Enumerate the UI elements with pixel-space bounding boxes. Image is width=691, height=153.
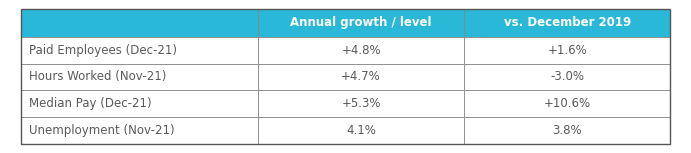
Bar [258,90,464,117]
Text: 3.8%: 3.8% [553,124,582,137]
Text: +5.3%: +5.3% [341,97,381,110]
Text: Unemployment (Nov-21): Unemployment (Nov-21) [29,124,175,137]
Bar [464,63,670,90]
Bar [464,117,670,144]
Text: +4.7%: +4.7% [341,70,381,83]
Bar [464,9,670,37]
Bar [21,90,258,117]
Bar [464,90,670,117]
Bar [21,117,258,144]
Text: -3.0%: -3.0% [550,70,585,83]
Bar [21,63,258,90]
Bar [21,37,258,63]
Text: Median Pay (Dec-21): Median Pay (Dec-21) [29,97,151,110]
Text: Hours Worked (Nov-21): Hours Worked (Nov-21) [29,70,167,83]
Bar [464,37,670,63]
Text: vs. December 2019: vs. December 2019 [504,17,631,30]
Bar [21,9,670,144]
Text: Paid Employees (Dec-21): Paid Employees (Dec-21) [29,44,177,57]
Bar [258,9,464,37]
Bar [258,37,464,63]
Text: +10.6%: +10.6% [544,97,591,110]
Text: +1.6%: +1.6% [547,44,587,57]
Text: Annual growth / level: Annual growth / level [290,17,432,30]
Text: +4.8%: +4.8% [341,44,381,57]
Bar [258,63,464,90]
Bar [258,117,464,144]
Text: 4.1%: 4.1% [346,124,376,137]
Bar [21,9,258,37]
